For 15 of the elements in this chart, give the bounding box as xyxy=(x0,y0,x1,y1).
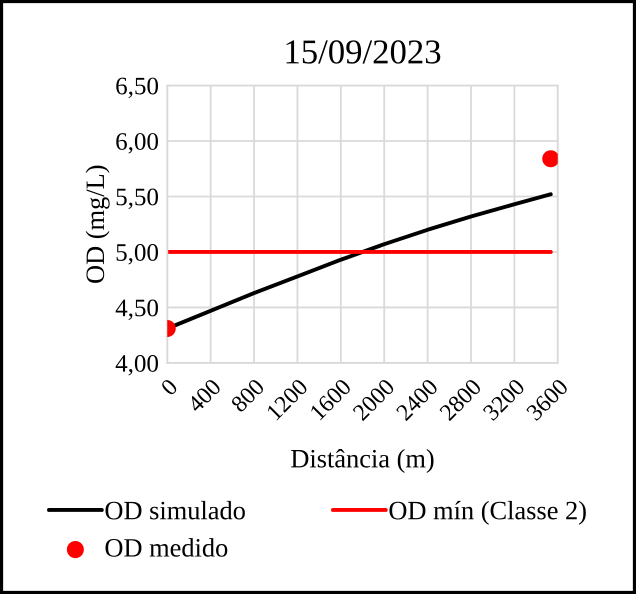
y-tick-label: 5,00 xyxy=(116,244,158,264)
y-tick-label: 4,00 xyxy=(116,354,158,376)
x-axis-title: Distância (m) xyxy=(291,448,434,473)
chart-title: 15/09/2023 xyxy=(286,40,440,64)
y-axis-title: OD (mg/L) xyxy=(86,166,110,283)
legend-label: OD mín (Classe 2) xyxy=(389,500,586,525)
y-tick-label: 5,50 xyxy=(116,188,158,210)
y-tick-label: 6,00 xyxy=(116,133,158,154)
legend-label: OD medido xyxy=(105,538,228,557)
legend-label: OD simulado xyxy=(105,500,245,520)
x-tick-label: 400 xyxy=(186,378,222,414)
x-tick-label: 0 xyxy=(160,378,178,396)
y-tick-label: 4,50 xyxy=(116,300,158,320)
y-tick-label: 6,50 xyxy=(116,78,158,98)
x-tick-label: 800 xyxy=(230,378,266,413)
